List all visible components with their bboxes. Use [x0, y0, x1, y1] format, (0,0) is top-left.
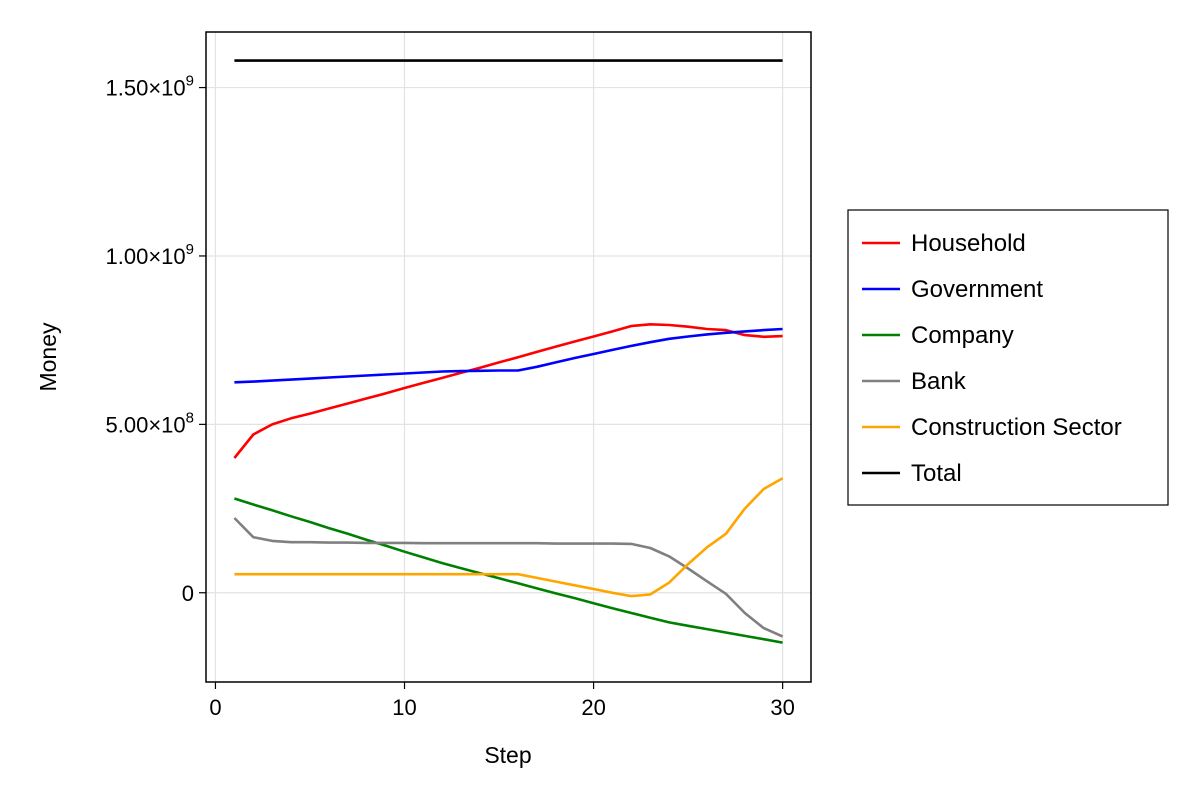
series-line-company — [234, 497, 783, 644]
y-tick-label: 5.00×108 — [106, 409, 194, 437]
y-tick-label: 1.50×109 — [106, 73, 194, 101]
legend-box — [847, 209, 1169, 506]
legend: Household Government Company Bank Constructi… — [847, 209, 1169, 506]
x-tick-label: 20 — [581, 695, 605, 720]
legend-label: Government — [911, 276, 1043, 303]
legend-label: Construction Sector — [911, 414, 1122, 441]
series-line-household — [233, 322, 783, 459]
series-line-bank — [233, 517, 784, 638]
x-tick-label: 30 — [770, 695, 794, 720]
x-tick-label: 10 — [392, 695, 416, 720]
axis-ticks: 0 10 20 30 0 5.00×108 1.00×109 1.50×109 — [106, 73, 795, 720]
plot-frame — [205, 31, 812, 683]
legend-label: Household — [911, 230, 1026, 257]
legend-label: Bank — [911, 368, 967, 395]
series-line-construction-sector — [234, 477, 784, 598]
x-tick-label: 0 — [209, 695, 221, 720]
legend-label: Company — [911, 322, 1014, 349]
legend-label: Total — [911, 460, 962, 487]
y-axis-label: Money — [35, 322, 61, 392]
series-lines — [233, 59, 784, 644]
y-tick-label: 1.00×109 — [106, 241, 194, 269]
grid — [206, 32, 811, 682]
y-tick-label: 0 — [182, 581, 194, 606]
series-line-government — [234, 327, 783, 384]
x-axis-label: Step — [484, 742, 531, 768]
